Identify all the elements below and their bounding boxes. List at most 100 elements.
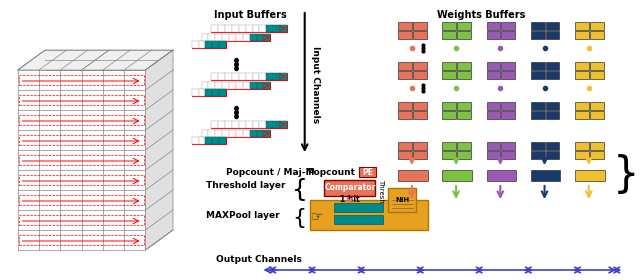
- Bar: [243, 34, 250, 41]
- Bar: [398, 170, 428, 181]
- Bar: [211, 73, 287, 80]
- Bar: [398, 151, 412, 159]
- Bar: [545, 111, 559, 119]
- Bar: [501, 22, 515, 30]
- Bar: [225, 25, 232, 32]
- Text: Threshold layer: Threshold layer: [207, 181, 286, 190]
- Bar: [486, 111, 500, 119]
- Bar: [531, 62, 545, 70]
- Bar: [225, 121, 232, 128]
- Bar: [202, 82, 209, 89]
- Bar: [324, 180, 376, 196]
- Bar: [202, 130, 209, 137]
- Bar: [191, 41, 198, 48]
- Bar: [253, 121, 259, 128]
- Bar: [545, 71, 559, 79]
- Bar: [250, 130, 257, 137]
- Bar: [219, 137, 226, 144]
- Bar: [545, 142, 559, 150]
- Polygon shape: [145, 50, 173, 250]
- Bar: [359, 167, 376, 177]
- Bar: [239, 121, 246, 128]
- Bar: [232, 73, 239, 80]
- Bar: [413, 71, 427, 79]
- Bar: [211, 25, 218, 32]
- Bar: [334, 203, 383, 212]
- Bar: [442, 31, 456, 39]
- Bar: [239, 25, 246, 32]
- Bar: [575, 62, 589, 70]
- Bar: [442, 62, 456, 70]
- Bar: [243, 82, 250, 89]
- Bar: [19, 115, 145, 125]
- Bar: [457, 142, 471, 150]
- Bar: [218, 73, 225, 80]
- Bar: [264, 130, 270, 137]
- Bar: [229, 34, 236, 41]
- Bar: [236, 82, 243, 89]
- Bar: [531, 151, 545, 159]
- Bar: [501, 71, 515, 79]
- Bar: [257, 130, 264, 137]
- Bar: [202, 130, 270, 137]
- Bar: [259, 73, 266, 80]
- Bar: [211, 73, 218, 80]
- Bar: [232, 121, 239, 128]
- Bar: [442, 142, 456, 150]
- Bar: [222, 82, 229, 89]
- Text: {: {: [292, 208, 307, 228]
- Bar: [266, 121, 273, 128]
- Bar: [19, 215, 145, 225]
- Bar: [222, 130, 229, 137]
- Bar: [398, 22, 412, 30]
- Bar: [219, 89, 226, 96]
- Bar: [19, 195, 145, 205]
- Bar: [501, 111, 515, 119]
- Bar: [191, 89, 198, 96]
- Bar: [246, 121, 253, 128]
- Bar: [218, 121, 225, 128]
- Bar: [191, 41, 226, 48]
- Bar: [501, 31, 515, 39]
- Bar: [545, 102, 559, 110]
- Bar: [19, 175, 145, 185]
- Bar: [211, 121, 287, 128]
- Bar: [413, 31, 427, 39]
- Bar: [486, 102, 500, 110]
- Bar: [486, 62, 500, 70]
- Bar: [531, 170, 560, 181]
- Text: Thresh.: Thresh.: [378, 179, 385, 205]
- Bar: [457, 31, 471, 39]
- Bar: [266, 73, 273, 80]
- Bar: [531, 111, 545, 119]
- Bar: [545, 62, 559, 70]
- Bar: [198, 137, 205, 144]
- Bar: [575, 102, 589, 110]
- Bar: [209, 130, 215, 137]
- Bar: [19, 235, 145, 245]
- Bar: [19, 135, 145, 145]
- Bar: [198, 41, 205, 48]
- Bar: [442, 151, 456, 159]
- Bar: [280, 25, 287, 32]
- Bar: [259, 121, 266, 128]
- Bar: [219, 41, 226, 48]
- Bar: [398, 62, 412, 70]
- Bar: [457, 151, 471, 159]
- Bar: [413, 142, 427, 150]
- Bar: [236, 130, 243, 137]
- Bar: [457, 102, 471, 110]
- Bar: [398, 71, 412, 79]
- Text: MAXPool layer: MAXPool layer: [207, 211, 280, 220]
- Bar: [388, 188, 416, 212]
- Bar: [575, 111, 589, 119]
- Bar: [280, 121, 287, 128]
- Bar: [442, 102, 456, 110]
- Bar: [442, 71, 456, 79]
- Bar: [589, 22, 604, 30]
- Bar: [202, 34, 209, 41]
- Bar: [273, 25, 280, 32]
- Bar: [545, 31, 559, 39]
- Bar: [205, 41, 212, 48]
- Bar: [225, 73, 232, 80]
